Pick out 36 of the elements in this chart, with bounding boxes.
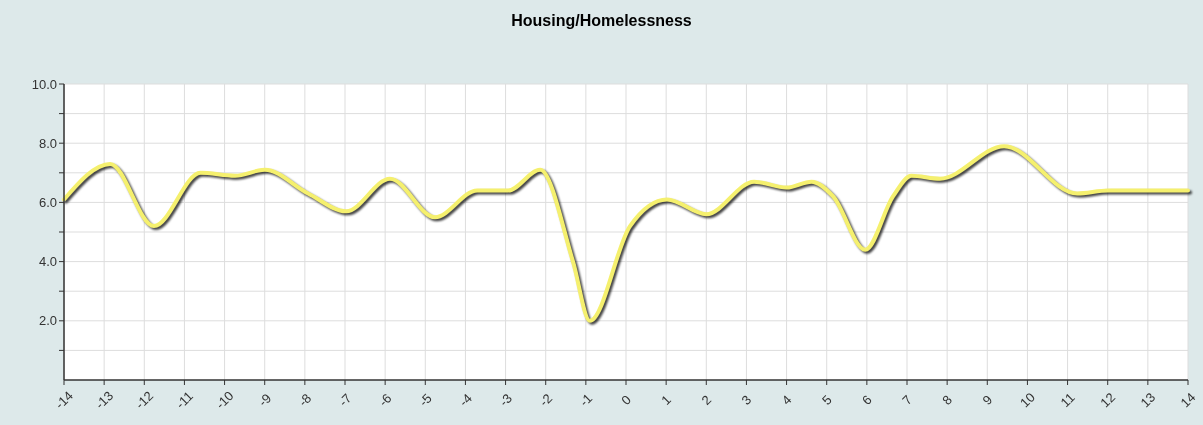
x-tick-label: -11 <box>172 388 197 412</box>
x-tick-label: -2 <box>536 390 556 410</box>
x-tick-label: -5 <box>415 390 435 410</box>
x-tick-label: 6 <box>859 392 875 408</box>
x-tick-label: -9 <box>255 390 275 410</box>
y-tick-label: 8.0 <box>38 135 57 151</box>
x-tick-label: 14 <box>1177 389 1199 411</box>
y-tick-label: 2.0 <box>38 313 57 329</box>
x-tick-label: 12 <box>1097 389 1119 411</box>
x-tick-label: -1 <box>576 390 596 410</box>
x-tick-label: 2 <box>698 392 715 408</box>
x-tick-label: 0 <box>618 392 634 408</box>
line-series <box>62 144 1190 323</box>
x-tick-label: -13 <box>92 388 117 412</box>
y-tick-label: 4.0 <box>38 254 57 270</box>
x-tick-label: -12 <box>132 388 157 412</box>
y-tick-label: 6.0 <box>38 194 57 210</box>
x-tick-label: -8 <box>295 390 315 410</box>
x-tick-label: -7 <box>335 390 355 410</box>
x-tick-label: 3 <box>738 392 755 408</box>
x-tick-label: 13 <box>1137 389 1159 411</box>
x-tick-label: 1 <box>658 392 675 408</box>
x-tick-label: -3 <box>496 390 515 410</box>
x-tick-label: -14 <box>52 388 76 412</box>
x-tick-label: 5 <box>818 392 835 408</box>
y-tick-label: 10.0 <box>31 76 57 92</box>
x-tick-label: -4 <box>456 390 475 410</box>
x-tick-label: -10 <box>212 388 237 412</box>
x-tick-label: 8 <box>939 392 956 408</box>
chart-title: Housing/Homelessness <box>511 12 692 29</box>
x-tick-label: -6 <box>375 390 395 410</box>
x-tick-label: 9 <box>979 392 996 408</box>
x-tick-label: 4 <box>778 392 795 408</box>
x-tick-label: 7 <box>899 392 915 408</box>
x-tick-label: 10 <box>1017 389 1038 411</box>
x-tick-label: 11 <box>1057 389 1078 411</box>
